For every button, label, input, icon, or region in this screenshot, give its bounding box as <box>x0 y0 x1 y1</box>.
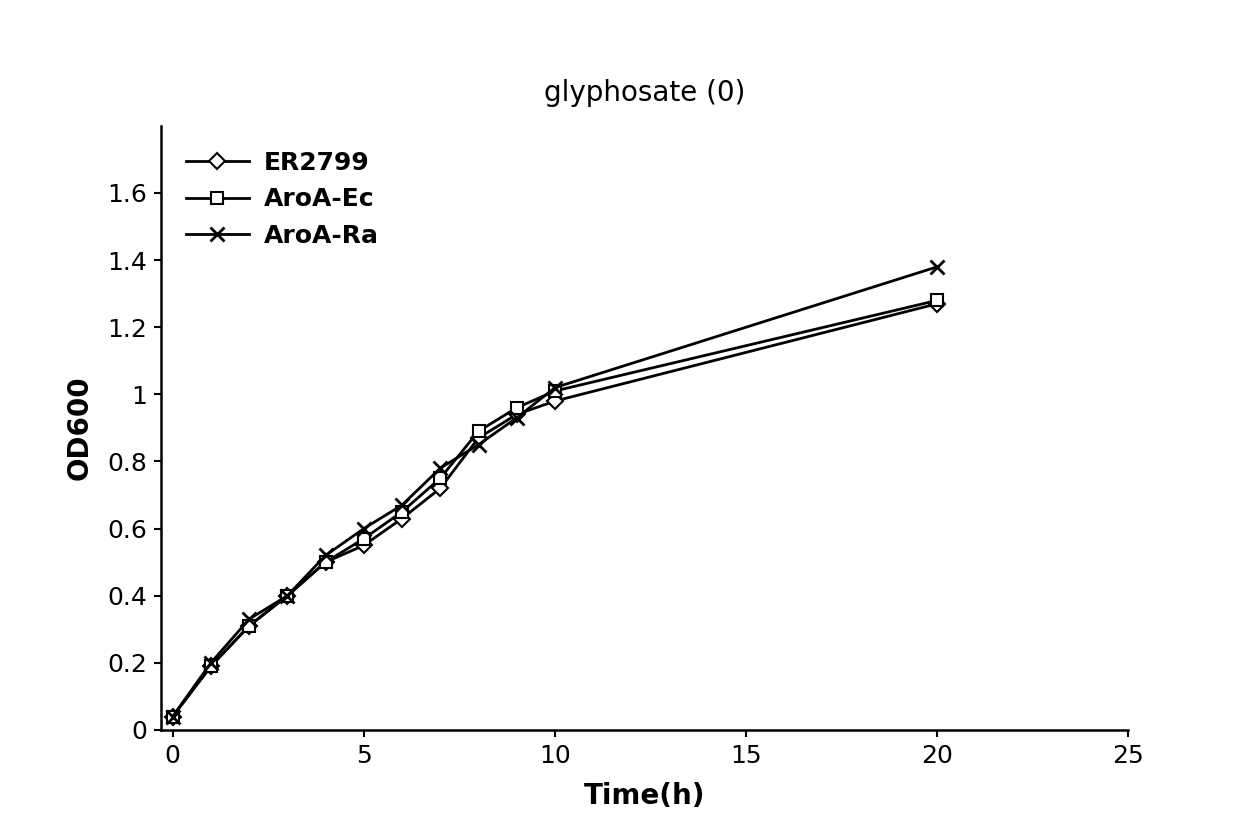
AroA-Ec <box>242 621 257 631</box>
AroA-Ec <box>165 711 180 722</box>
ER2799 <box>930 299 945 309</box>
AroA-Ec <box>930 295 945 305</box>
AroA-Ec <box>356 534 371 544</box>
ER2799 <box>471 433 486 443</box>
AroA-Ec <box>394 507 409 517</box>
ER2799 <box>165 711 180 722</box>
ER2799 <box>433 483 448 493</box>
X-axis label: Time(h): Time(h) <box>584 782 706 810</box>
ER2799 <box>356 540 371 550</box>
AroA-Ra <box>203 658 218 668</box>
ER2799 <box>510 409 525 420</box>
AroA-Ec <box>319 557 334 567</box>
AroA-Ec <box>433 473 448 483</box>
Line: AroA-Ec: AroA-Ec <box>167 294 942 722</box>
ER2799 <box>242 621 257 631</box>
AroA-Ra <box>319 550 334 560</box>
ER2799 <box>548 396 563 406</box>
AroA-Ec <box>471 426 486 436</box>
ER2799 <box>280 591 295 601</box>
AroA-Ra <box>356 524 371 534</box>
AroA-Ra <box>930 262 945 272</box>
AroA-Ra <box>510 413 525 423</box>
AroA-Ra <box>433 463 448 473</box>
AroA-Ra <box>394 500 409 510</box>
Line: ER2799: ER2799 <box>167 298 942 722</box>
Title: glyphosate (0): glyphosate (0) <box>544 79 745 107</box>
AroA-Ra <box>242 614 257 624</box>
AroA-Ec <box>510 403 525 413</box>
AroA-Ra <box>165 711 180 722</box>
AroA-Ec <box>280 591 295 601</box>
AroA-Ra <box>471 440 486 450</box>
ER2799 <box>319 557 334 567</box>
Legend: ER2799, AroA-Ec, AroA-Ra: ER2799, AroA-Ec, AroA-Ra <box>174 138 391 260</box>
ER2799 <box>394 513 409 524</box>
AroA-Ra <box>548 383 563 393</box>
ER2799 <box>203 661 218 671</box>
Y-axis label: OD600: OD600 <box>66 376 93 480</box>
AroA-Ra <box>280 591 295 601</box>
AroA-Ec <box>203 661 218 671</box>
AroA-Ec <box>548 386 563 396</box>
Line: AroA-Ra: AroA-Ra <box>166 260 944 723</box>
